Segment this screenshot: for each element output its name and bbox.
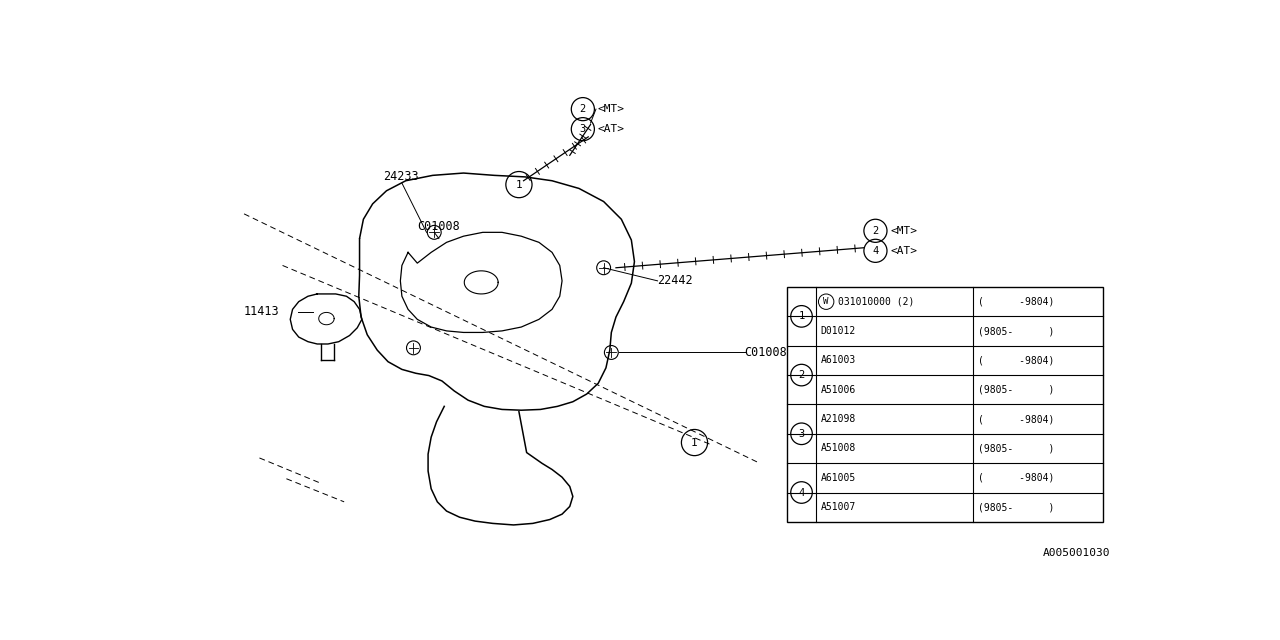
Text: 4: 4 xyxy=(873,246,878,256)
Text: 2: 2 xyxy=(580,104,586,114)
Text: (9805-      ): (9805- ) xyxy=(978,502,1055,512)
Text: (      -9804): ( -9804) xyxy=(978,414,1055,424)
Text: 22442: 22442 xyxy=(658,275,694,287)
Text: 1: 1 xyxy=(799,312,805,321)
Text: C01008: C01008 xyxy=(745,346,787,359)
Text: A005001030: A005001030 xyxy=(1043,548,1110,557)
Text: 1: 1 xyxy=(516,180,522,189)
Text: (      -9804): ( -9804) xyxy=(978,355,1055,365)
Text: 3: 3 xyxy=(799,429,805,439)
Text: 3: 3 xyxy=(580,124,586,134)
Text: 1: 1 xyxy=(691,438,698,447)
Text: <AT>: <AT> xyxy=(890,246,916,256)
Text: (9805-      ): (9805- ) xyxy=(978,444,1055,454)
Text: 2: 2 xyxy=(873,226,878,236)
Text: A21098: A21098 xyxy=(820,414,856,424)
Text: <MT>: <MT> xyxy=(598,104,625,114)
Text: A51006: A51006 xyxy=(820,385,856,395)
Text: (9805-      ): (9805- ) xyxy=(978,385,1055,395)
Text: (      -9804): ( -9804) xyxy=(978,473,1055,483)
Bar xyxy=(787,287,1102,522)
Text: 2: 2 xyxy=(799,370,805,380)
Text: C01008: C01008 xyxy=(417,220,460,234)
Text: <MT>: <MT> xyxy=(890,226,916,236)
Text: 11413: 11413 xyxy=(244,305,279,318)
Text: (      -9804): ( -9804) xyxy=(978,297,1055,307)
Text: A51007: A51007 xyxy=(820,502,856,512)
Text: 4: 4 xyxy=(799,488,805,497)
Text: <AT>: <AT> xyxy=(598,124,625,134)
Text: A61005: A61005 xyxy=(820,473,856,483)
Text: 031010000 (2): 031010000 (2) xyxy=(837,297,914,307)
Text: 24233: 24233 xyxy=(383,170,419,184)
Text: (9805-      ): (9805- ) xyxy=(978,326,1055,336)
Text: A51008: A51008 xyxy=(820,444,856,454)
Text: A61003: A61003 xyxy=(820,355,856,365)
Text: W: W xyxy=(823,297,829,306)
Text: D01012: D01012 xyxy=(820,326,856,336)
